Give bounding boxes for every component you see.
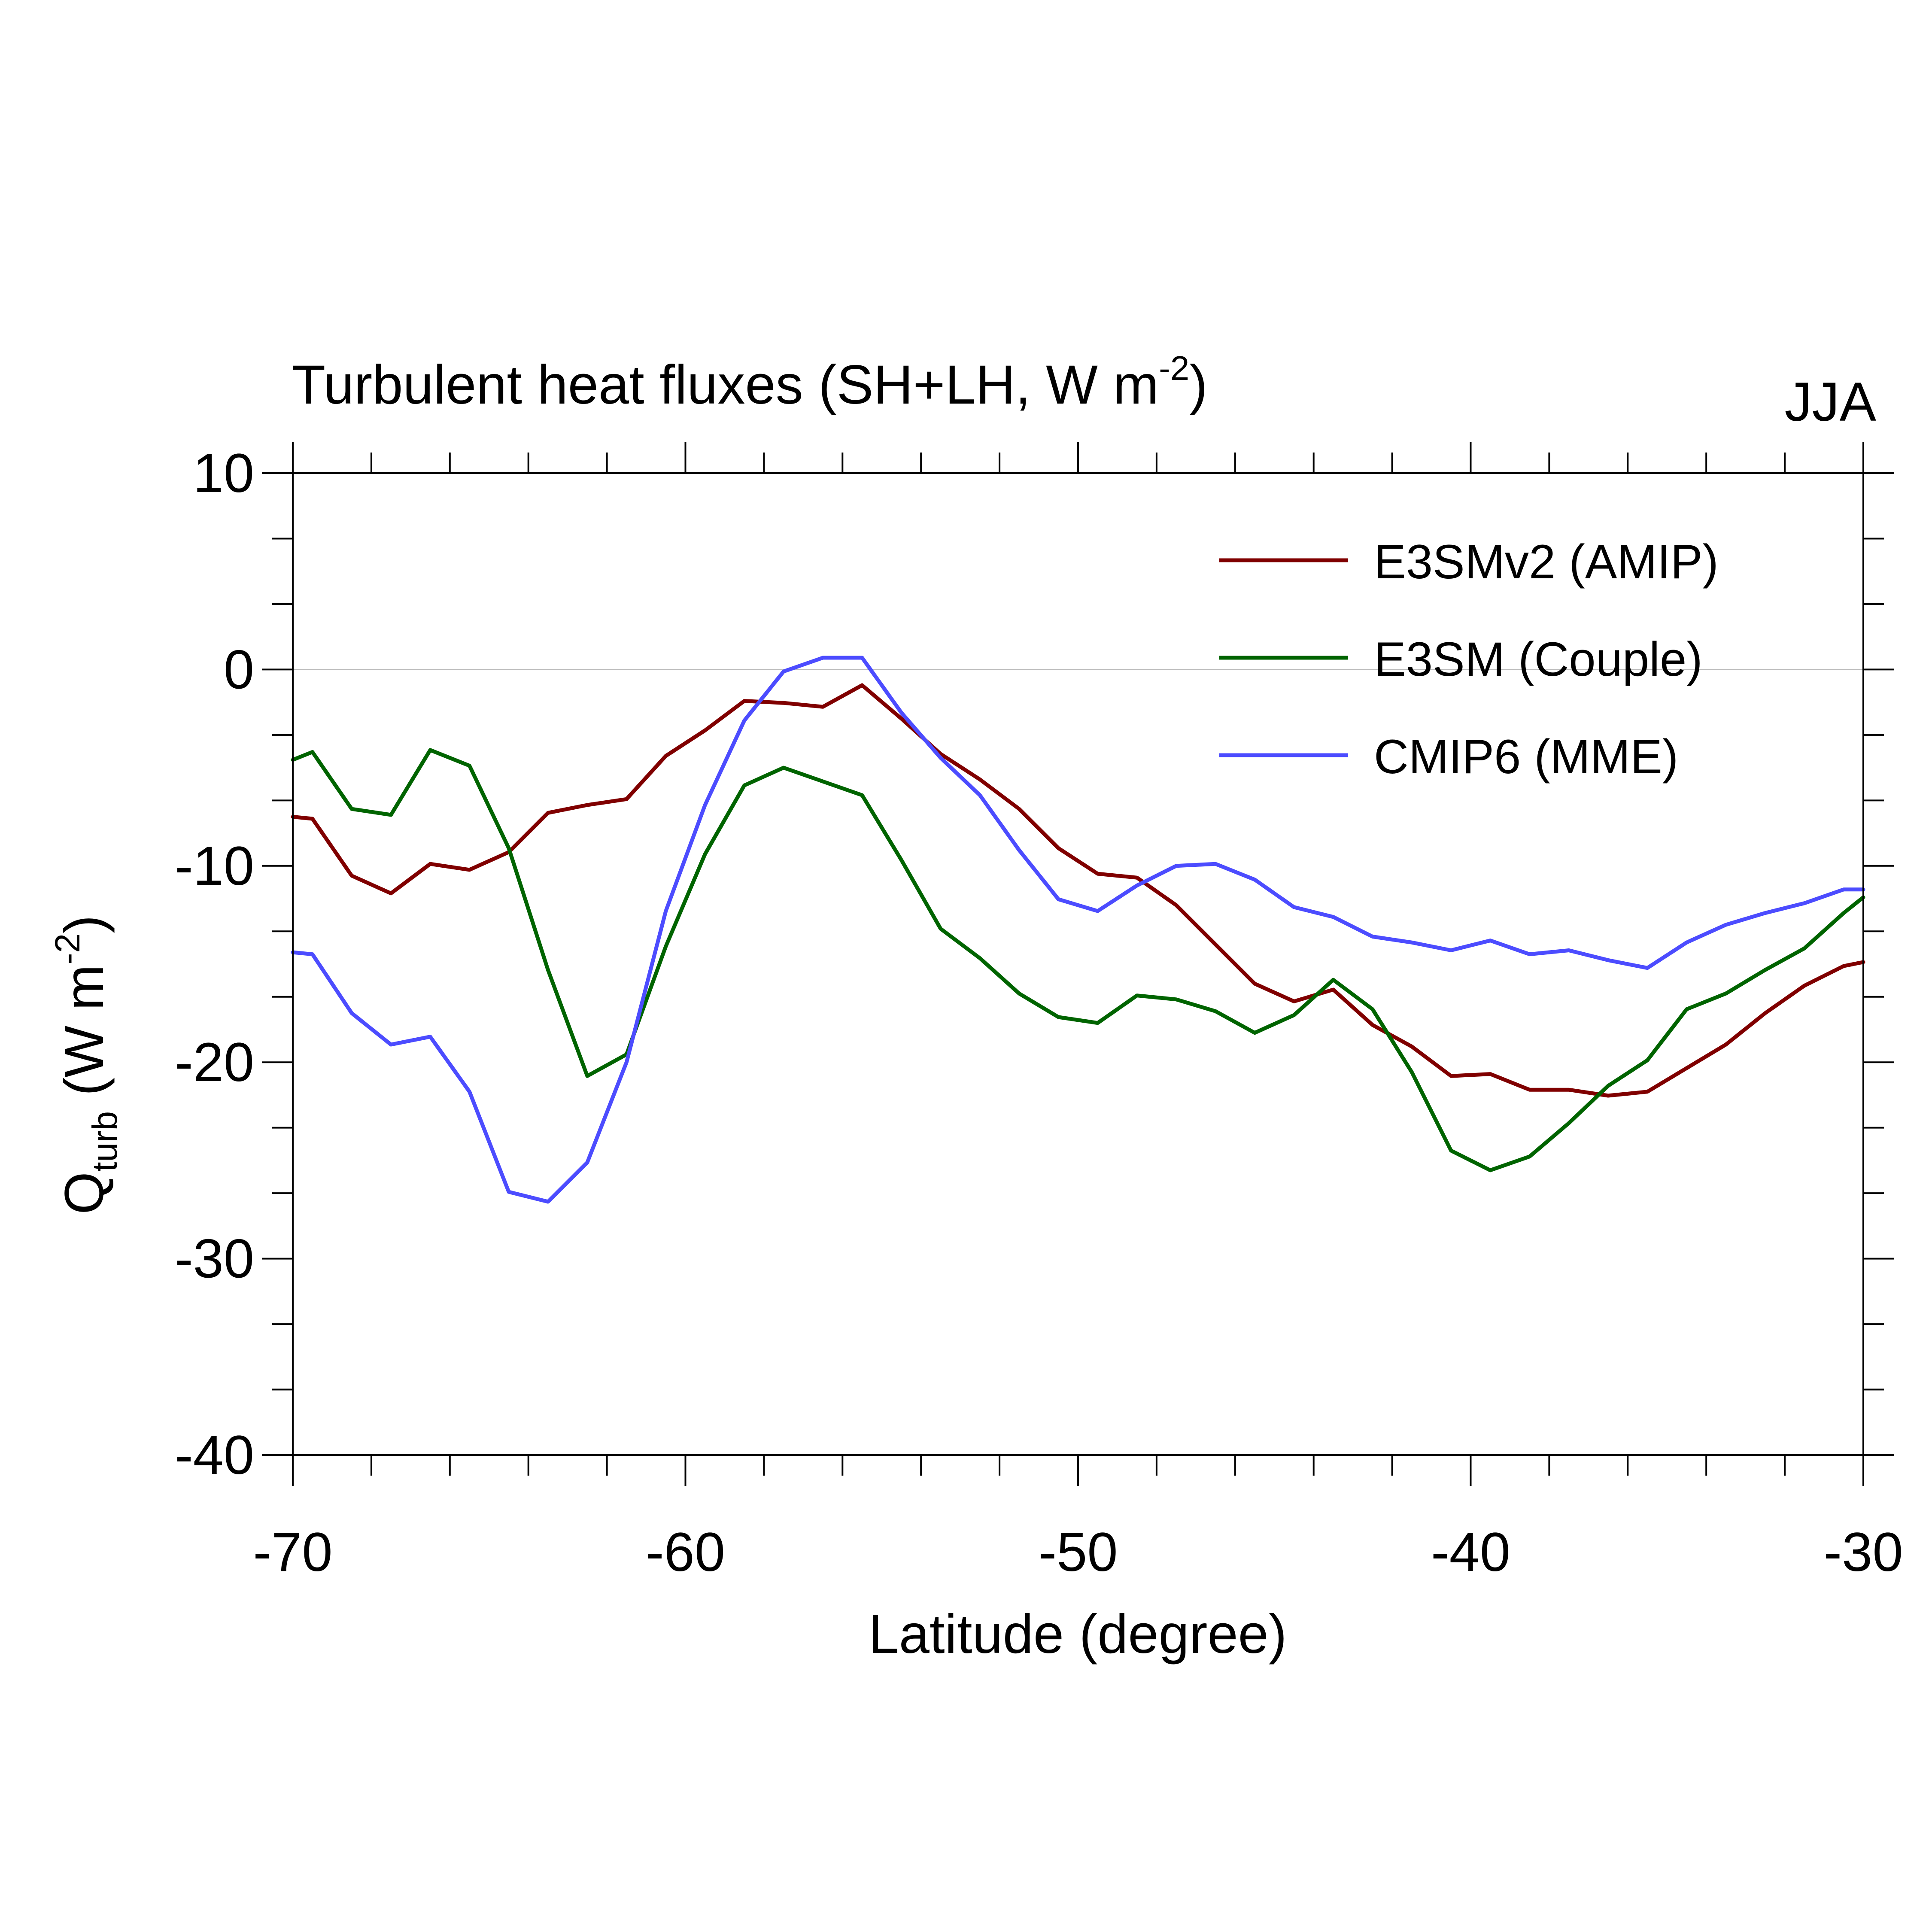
y-tick-label: -40 (175, 1425, 254, 1486)
legend-label-2: E3SM (Couple) (1374, 632, 1703, 686)
x-tick-label: -30 (1824, 1522, 1903, 1583)
chart-title-sup: -2 (1159, 349, 1189, 387)
y-axis-label-sub: turb (85, 1111, 125, 1172)
y-tick-label: -20 (175, 1032, 254, 1093)
series-line-1 (291, 683, 1865, 1098)
chart-title-close: ) (1189, 354, 1208, 416)
season-label: JJA (1785, 371, 1877, 433)
ticks-group (262, 442, 1894, 1486)
y-tick-label: 0 (224, 639, 254, 700)
y-axis-label: Qturb (W m-2) (48, 915, 125, 1215)
y-tick-label: 10 (193, 443, 254, 504)
y-axis-label-sup: -2 (48, 933, 87, 965)
x-axis-label: Latitude (degree) (869, 1604, 1287, 1665)
x-tick-label: -50 (1039, 1522, 1118, 1583)
legend: E3SMv2 (AMIP) E3SM (Couple) CMIP6 (MME) (1219, 535, 1719, 784)
x-tick-label: -40 (1431, 1522, 1510, 1583)
y-tick-label: -10 (175, 835, 254, 897)
tick-labels-group: -70 -60 -50 -40 -30 10 0 -10 -20 -30 -40 (175, 443, 1903, 1583)
y-axis-label-close: ) (54, 915, 115, 933)
y-axis-label-unit: (W m (54, 965, 115, 1111)
x-tick-label: -70 (253, 1522, 333, 1583)
chart-title-text: Turbulent heat fluxes (SH+LH, W m (292, 354, 1159, 416)
series-line-2 (291, 748, 1865, 1173)
series-group (291, 656, 1865, 1204)
legend-label-3: CMIP6 (MME) (1374, 730, 1678, 784)
x-tick-label: -60 (646, 1522, 725, 1583)
series-line-3 (291, 656, 1865, 1204)
chart-title: Turbulent heat fluxes (SH+LH, W m-2) (292, 349, 1208, 416)
legend-label-1: E3SMv2 (AMIP) (1374, 535, 1719, 589)
y-tick-label: -30 (175, 1228, 254, 1290)
y-axis-label-base: Q (54, 1172, 115, 1215)
plot-frame (292, 472, 1864, 1456)
